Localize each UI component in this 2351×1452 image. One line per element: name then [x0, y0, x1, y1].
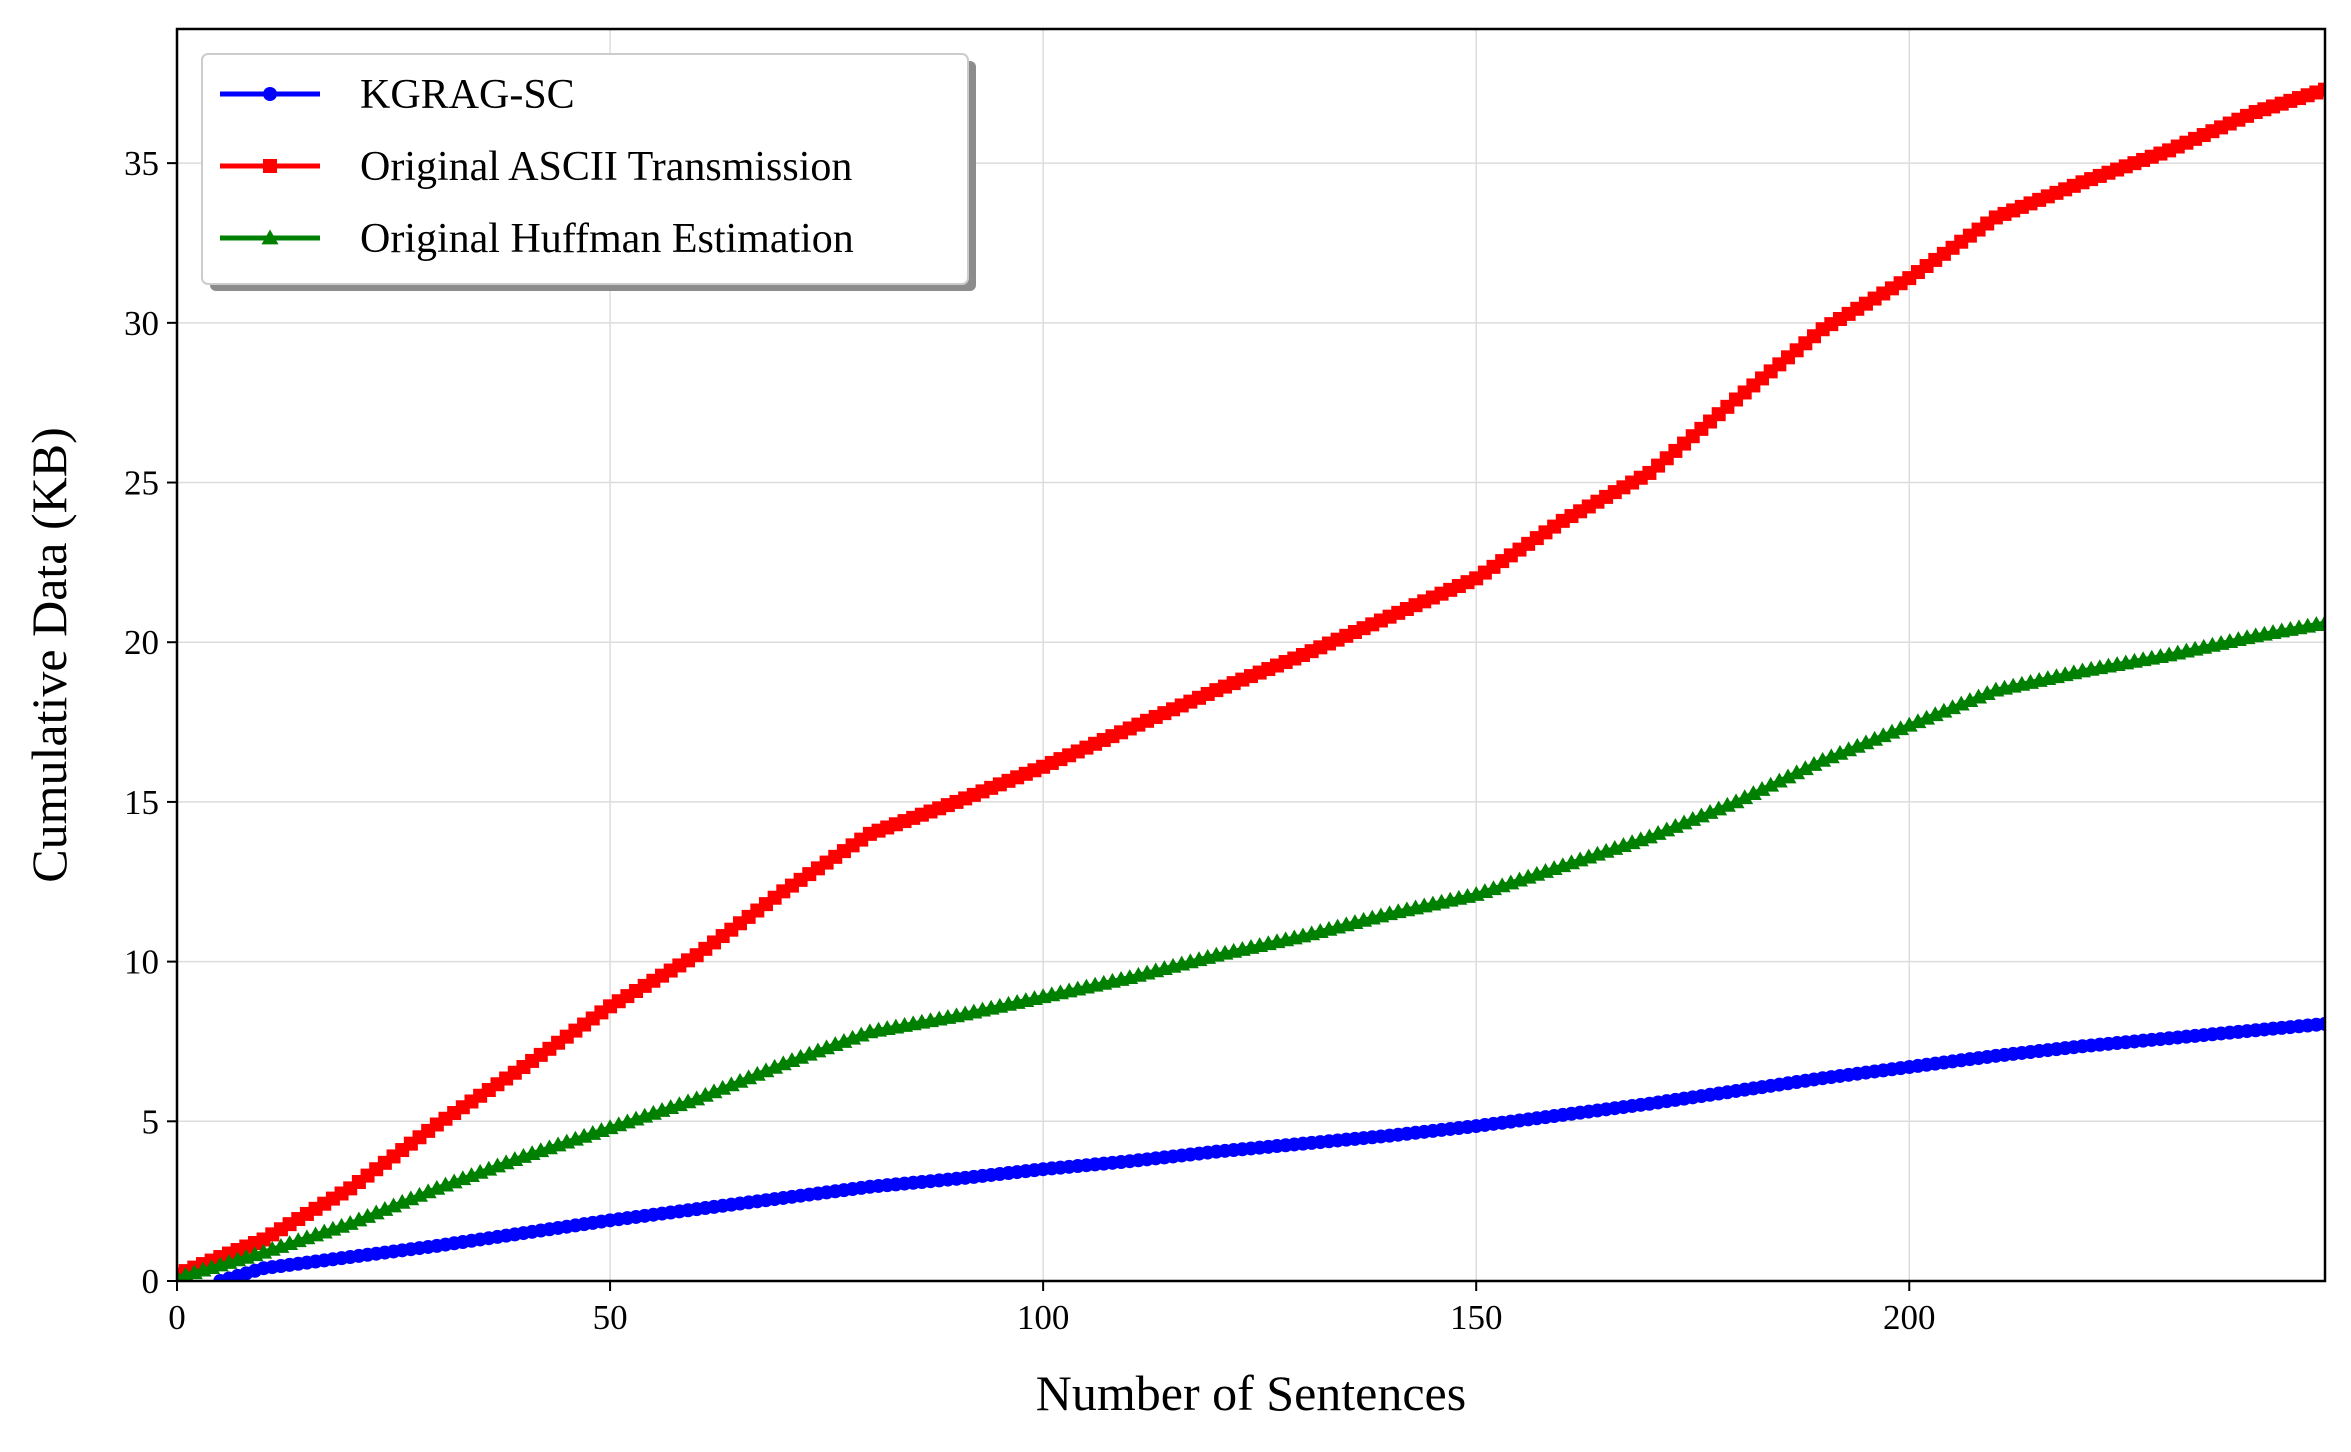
x-tick-label: 0 [168, 1298, 186, 1337]
legend-entry: KGRAG-SC [220, 72, 575, 118]
legend-marker [263, 159, 277, 173]
y-tick-label: 35 [124, 144, 159, 183]
data-point [1779, 768, 1797, 784]
y-tick-label: 15 [124, 783, 159, 822]
data-point [2318, 82, 2325, 97]
x-tick-label: 150 [1450, 1298, 1503, 1337]
x-tick-label: 50 [593, 1298, 628, 1337]
data-point [1796, 760, 1814, 776]
grid [176, 29, 2325, 1282]
series-0 [213, 1016, 2325, 1281]
series-2 [177, 614, 2325, 1281]
legend-marker [261, 229, 279, 245]
series-1 [177, 82, 2325, 1281]
data-point [1805, 756, 1823, 771]
x-tick-label: 100 [1017, 1298, 1070, 1337]
legend-label: KGRAG-SC [360, 72, 575, 118]
legend: KGRAG-SC Original ASCII Transmission Origi… [201, 53, 976, 291]
plot-frame [175, 27, 2327, 1283]
data-point [1753, 780, 1771, 796]
y-tick-label: 25 [124, 464, 159, 503]
y-tick-label: 0 [142, 1262, 160, 1301]
series-layer [177, 82, 2325, 1281]
y-tick-label: 10 [124, 943, 159, 982]
data-point [1744, 785, 1762, 800]
data-point [1736, 789, 1754, 805]
y-tick-label: 5 [142, 1102, 160, 1141]
legend-entry: Original ASCII Transmission [220, 144, 852, 190]
legend-label: Original ASCII Transmission [360, 144, 852, 190]
y-axis-label: Cumulative Data (KB) [21, 427, 77, 882]
legend-marker [263, 87, 277, 101]
data-point [2318, 1016, 2325, 1031]
legend-label: Original Huffman Estimation [360, 216, 854, 262]
legend-entry: Original Huffman Estimation [220, 216, 854, 262]
legend-box [201, 53, 969, 285]
data-point [1788, 764, 1806, 780]
data-point [2316, 614, 2325, 630]
x-tick-label: 200 [1883, 1298, 1936, 1337]
legend-entries: KGRAG-SC Original ASCII Transmission Origi… [220, 72, 854, 262]
y-ticks: 0 5 10 15 20 25 30 35 [124, 144, 177, 1301]
data-point [1770, 772, 1788, 788]
x-ticks: 0 50 100 150 200 [168, 1281, 1936, 1337]
data-point [1762, 776, 1780, 792]
y-tick-label: 20 [124, 623, 159, 662]
x-axis-label: Number of Sentences [1036, 1365, 1466, 1421]
y-tick-label: 30 [124, 304, 159, 343]
data-point [1727, 793, 1745, 809]
